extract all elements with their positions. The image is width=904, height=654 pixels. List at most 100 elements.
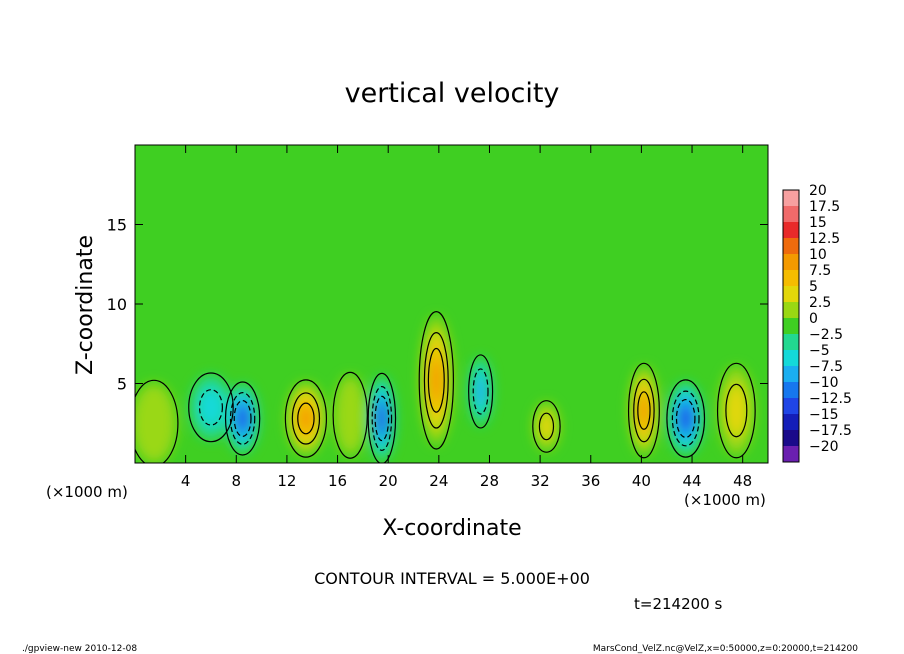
plot-area [135, 145, 768, 463]
velocity-cell [238, 409, 247, 428]
footer-right: MarsCond_VelZ.nc@VelZ,x=0:50000,z=0:2000… [593, 644, 858, 654]
x-unit-right: (×1000 m) [684, 491, 766, 509]
velocity-cell [135, 383, 177, 463]
contour-line [637, 391, 651, 430]
contour-line [291, 392, 321, 445]
x-tick-label: 32 [531, 472, 550, 490]
colorbar-swatch [783, 430, 799, 446]
x-tick-label: 44 [682, 472, 701, 490]
y-tick-label: 10 [107, 295, 127, 314]
x-tick-label: 20 [379, 472, 398, 490]
colorbar-label: 0 [809, 311, 818, 327]
velocity-cell [639, 395, 649, 426]
colorbar-swatch [783, 238, 799, 254]
colorbar-label: 7.5 [809, 263, 831, 279]
colorbar-swatch [783, 318, 799, 334]
colorbar-label: −5 [809, 343, 830, 359]
contour-line [371, 385, 393, 451]
y-axis-ticks: 5 10 15 [107, 216, 768, 394]
velocity-cell [538, 412, 555, 441]
colorbar-swatch [783, 190, 799, 206]
colorbar-swatch [783, 414, 799, 430]
y-tick-label: 15 [107, 216, 127, 235]
colorbar-label: −17.5 [809, 423, 852, 439]
zero-contour [135, 379, 179, 463]
colorbar-label: −2.5 [809, 327, 843, 343]
x-tick-label: 28 [480, 472, 499, 490]
colorbar: 2017.51512.5107.552.50−2.5−5−7.5−10−12.5… [782, 183, 852, 463]
footer-left: ./gpview-new 2010-12-08 [22, 644, 137, 654]
velocity-cell [299, 406, 313, 431]
x-unit-left: (×1000 m) [46, 483, 128, 501]
contour-line [374, 395, 390, 442]
x-tick-label: 12 [277, 472, 296, 490]
colorbar-swatch [783, 206, 799, 222]
time-text: t=214200 s [634, 595, 722, 613]
velocity-cell [378, 407, 386, 430]
colorbar-swatch [783, 398, 799, 414]
x-tick-label: 8 [232, 472, 242, 490]
x-axis-ticks: 4 8 12 16 20 24 28 32 36 40 44 48 [181, 145, 752, 490]
zero-contour [627, 362, 660, 459]
zero-contour [188, 372, 234, 443]
colorbar-swatch [783, 302, 799, 318]
contour-line [233, 399, 252, 437]
colorbar-label: 17.5 [809, 199, 840, 215]
zero-contour [532, 400, 561, 453]
zero-contour [367, 372, 397, 463]
y-axis-label: Z-coordinate [73, 235, 98, 375]
zero-contour [468, 354, 494, 429]
x-tick-label: 4 [181, 472, 191, 490]
x-tick-label: 40 [632, 472, 651, 490]
velocity-cell [475, 376, 486, 406]
colorbar-label: 20 [809, 183, 827, 199]
colorbar-label: 12.5 [809, 231, 840, 247]
contour-line [538, 412, 555, 441]
colorbar-label: −15 [809, 407, 839, 423]
contour-line [427, 347, 445, 413]
zero-contour [666, 379, 706, 458]
colorbar-label: 2.5 [809, 295, 831, 311]
contour-line [725, 383, 748, 438]
y-tick-label: 5 [117, 375, 127, 394]
velocity-cell [334, 375, 367, 456]
colorbar-label: 15 [809, 215, 827, 231]
x-tick-label: 36 [581, 472, 600, 490]
colorbar-swatch [783, 446, 799, 462]
colorbar-swatch [783, 366, 799, 382]
colorbar-swatch [783, 254, 799, 270]
contour-line [675, 398, 696, 439]
zero-contour [332, 371, 368, 459]
contour-line [423, 332, 449, 429]
zero-contour [716, 362, 756, 459]
zero-contour [284, 379, 328, 458]
colorbar-swatch [783, 382, 799, 398]
x-axis-label: X-coordinate [382, 516, 521, 541]
colorbar-label: 10 [809, 247, 827, 263]
contour-lines [135, 311, 756, 463]
colorbar-label: −20 [809, 439, 839, 455]
colorbar-swatch [783, 270, 799, 286]
colorbar-swatch [783, 350, 799, 366]
x-tick-label: 48 [733, 472, 752, 490]
colorbar-label: −12.5 [809, 391, 852, 407]
x-tick-label: 16 [328, 472, 347, 490]
velocity-cell [431, 359, 442, 402]
contour-line [198, 389, 223, 426]
contour-line [472, 368, 489, 415]
colorbar-label: 5 [809, 279, 818, 295]
contour-line [633, 378, 655, 443]
colorbar-swatch [783, 334, 799, 350]
contour-line [671, 390, 700, 447]
contour-line [297, 402, 315, 435]
contour-line [229, 392, 256, 445]
velocity-cell [725, 384, 747, 437]
velocity-cell [198, 388, 224, 427]
colorbar-swatch [783, 286, 799, 302]
colorbar-label: −7.5 [809, 359, 843, 375]
chart-title: vertical velocity [345, 78, 560, 109]
zero-contour [224, 381, 261, 456]
x-tick-label: 24 [429, 472, 448, 490]
colorbar-swatch [783, 222, 799, 238]
